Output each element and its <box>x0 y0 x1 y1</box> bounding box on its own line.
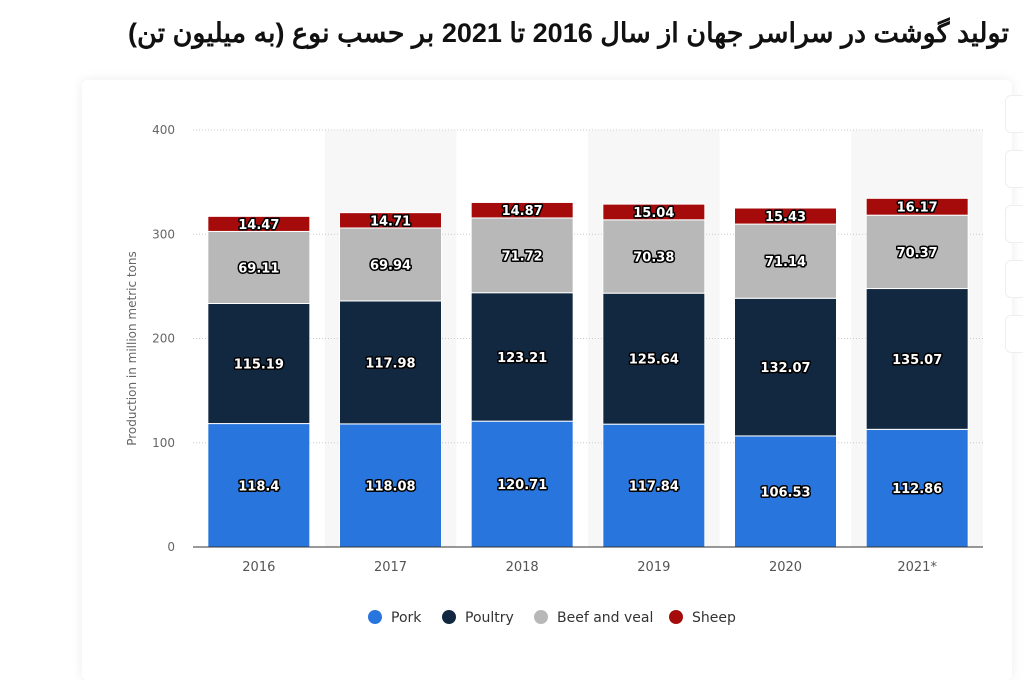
bar-segment <box>734 223 837 299</box>
data-label: 123.21 <box>497 351 547 366</box>
side-button[interactable] <box>1005 150 1023 188</box>
bar-segment <box>602 203 706 221</box>
bar-segment <box>865 214 969 290</box>
side-button[interactable] <box>1005 205 1023 243</box>
y-tick-label: 300 <box>152 227 175 241</box>
x-tick-label: 2020 <box>769 560 802 575</box>
data-label: 118.4 <box>238 479 279 494</box>
bar-segment <box>734 435 837 548</box>
page-title: تولید گوشت در سراسر جهان از سال 2016 تا … <box>128 18 1009 48</box>
data-label: 71.72 <box>502 249 543 264</box>
side-button[interactable] <box>1005 315 1023 353</box>
data-label: 106.53 <box>760 485 810 500</box>
bar-segment <box>207 230 311 304</box>
data-label: 14.47 <box>238 218 279 233</box>
legend-marker <box>669 610 683 624</box>
bar-segment <box>207 302 311 425</box>
data-label: 16.17 <box>897 201 938 216</box>
x-tick-label: 2018 <box>506 560 539 575</box>
data-label: 15.43 <box>765 210 806 225</box>
data-label: 117.84 <box>629 480 679 495</box>
bar-segment <box>470 217 574 294</box>
side-button[interactable] <box>1005 95 1023 133</box>
data-label: 117.98 <box>365 356 415 371</box>
x-tick-label: 2016 <box>242 560 275 575</box>
bar-segment <box>339 300 442 425</box>
bar-segment <box>470 201 574 219</box>
data-label: 112.86 <box>892 482 942 497</box>
legend-label: Sheep <box>692 610 736 626</box>
legend-marker <box>442 610 456 624</box>
data-label: 69.94 <box>370 258 411 273</box>
bar-segment <box>734 297 837 437</box>
bar-segment <box>339 212 442 229</box>
data-label: 125.64 <box>629 353 679 368</box>
legend-marker <box>534 610 548 624</box>
data-label: 14.87 <box>502 204 543 219</box>
data-label: 118.08 <box>365 479 415 494</box>
data-label: 15.04 <box>633 206 674 221</box>
bar-segment <box>339 227 442 302</box>
y-tick-label: 100 <box>152 436 175 450</box>
data-label: 70.38 <box>633 250 674 265</box>
bar-segment <box>207 423 311 548</box>
bar-segment <box>865 288 969 430</box>
data-label: 135.07 <box>892 353 942 368</box>
bar-segment <box>470 420 574 548</box>
bar-segment <box>602 219 706 294</box>
data-label: 132.07 <box>760 361 810 376</box>
data-label: 115.19 <box>234 358 284 373</box>
x-tick-label: 2019 <box>637 560 670 575</box>
bar-segment <box>470 292 574 422</box>
legend-label: Beef and veal <box>557 610 653 626</box>
data-label: 70.37 <box>897 246 938 261</box>
data-label: 120.71 <box>497 478 547 493</box>
bar-segment <box>865 428 969 548</box>
legend-label: Pork <box>391 610 422 626</box>
legend-marker <box>368 610 382 624</box>
bar-segment <box>602 423 706 548</box>
y-tick-label: 400 <box>152 123 175 137</box>
side-button[interactable] <box>1005 260 1023 298</box>
y-tick-label: 0 <box>167 540 175 554</box>
bar-segment <box>207 215 311 232</box>
x-tick-label: 2021* <box>897 560 937 575</box>
legend-label: Poultry <box>465 610 514 626</box>
x-tick-label: 2017 <box>374 560 407 575</box>
stacked-bar-chart: 0 100 200 300 400 Production in million metri… <box>125 123 983 626</box>
y-tick-label: 200 <box>152 332 175 346</box>
data-label: 14.71 <box>370 214 411 229</box>
bar-segment <box>865 197 969 216</box>
bar-segment <box>734 207 837 225</box>
y-axis-label: Production in million metric tons <box>125 251 139 446</box>
data-label: 71.14 <box>765 255 806 270</box>
bar-segment <box>602 292 706 425</box>
data-label: 69.11 <box>238 261 279 276</box>
